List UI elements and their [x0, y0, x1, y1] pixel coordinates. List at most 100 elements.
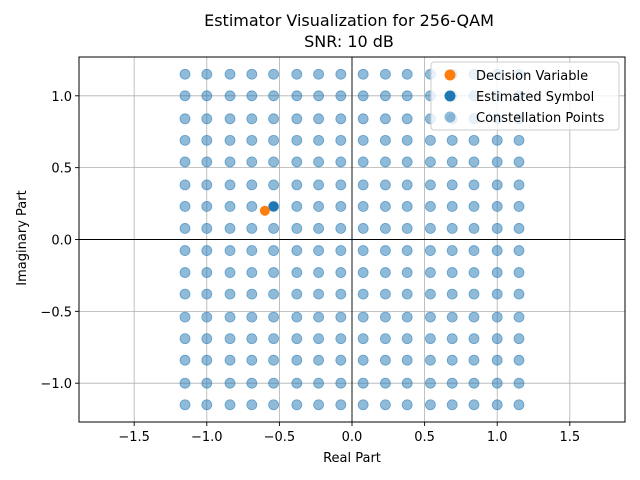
constellation-point	[379, 399, 391, 411]
y-tick-label: −0.5	[40, 305, 72, 320]
legend-box	[430, 61, 620, 131]
constellation-point	[291, 90, 303, 102]
constellation-point	[379, 156, 391, 168]
constellation-point	[401, 68, 413, 80]
constellation-point	[313, 156, 325, 168]
constellation-point	[425, 267, 436, 278]
constellation-point	[379, 223, 391, 234]
constellation-point	[401, 333, 413, 345]
constellation-point	[491, 201, 503, 212]
constellation-point	[491, 179, 503, 191]
y-axis-label: Imaginary Part	[15, 190, 30, 285]
constellation-point	[268, 156, 279, 168]
constellation-point	[468, 399, 480, 411]
constellation-point	[335, 267, 347, 278]
constellation-point	[179, 288, 191, 300]
constellation-point	[401, 223, 413, 234]
constellation-point	[179, 245, 191, 256]
constellation-point	[357, 267, 369, 278]
constellation-point	[379, 311, 391, 323]
x-tick-label: 1.5	[559, 430, 580, 445]
constellation-point	[201, 134, 213, 146]
x-tick-label: −1.5	[118, 430, 150, 445]
constellation-point	[246, 245, 258, 256]
constellation-point	[491, 267, 503, 278]
constellation-point	[401, 90, 413, 102]
constellation-point	[224, 333, 236, 345]
constellation-point	[379, 288, 391, 300]
constellation-point	[179, 201, 191, 212]
chart-subtitle: SNR: 10 dB	[304, 32, 394, 51]
constellation-point	[246, 377, 258, 389]
constellation-point	[201, 288, 213, 300]
constellation-point	[313, 245, 325, 256]
constellation-point	[401, 245, 413, 256]
x-ticks: −1.5 −1.0 −0.5 0.0 0.5 1.0 1.5	[118, 422, 580, 445]
constellation-point	[357, 156, 369, 168]
constellation-point	[268, 68, 279, 80]
constellation-point	[268, 399, 279, 411]
constellation-point	[335, 113, 347, 125]
constellation-point	[313, 333, 325, 345]
chart-title: Estimator Visualization for 256-QAM	[204, 11, 494, 30]
constellation-point	[201, 113, 213, 125]
constellation-point	[513, 223, 525, 234]
constellation-point	[268, 134, 279, 146]
constellation-point	[425, 288, 436, 300]
constellation-point	[201, 333, 213, 345]
constellation-point	[491, 399, 503, 411]
constellation-point	[224, 377, 236, 389]
constellation-point	[425, 245, 436, 256]
constellation-point	[246, 354, 258, 366]
constellation-point	[513, 267, 525, 278]
constellation-point	[268, 354, 279, 366]
constellation-point	[446, 201, 458, 212]
constellation-point	[246, 399, 258, 411]
constellation-point	[357, 113, 369, 125]
constellation-point	[179, 223, 191, 234]
constellation-point	[357, 245, 369, 256]
constellation-point	[291, 399, 303, 411]
constellation-point	[179, 377, 191, 389]
constellation-point	[268, 223, 279, 234]
constellation-point	[291, 156, 303, 168]
constellation-point	[179, 354, 191, 366]
x-tick-label: −1.0	[191, 430, 223, 445]
constellation-point	[491, 134, 503, 146]
constellation-point	[246, 267, 258, 278]
constellation-point	[224, 311, 236, 323]
constellation-point	[357, 354, 369, 366]
x-axis-label: Real Part	[323, 451, 381, 466]
constellation-point	[268, 245, 279, 256]
constellation-point	[313, 68, 325, 80]
constellation-point	[246, 179, 258, 191]
constellation-point	[268, 113, 279, 125]
constellation-point	[179, 134, 191, 146]
constellation-point	[379, 377, 391, 389]
constellation-point	[335, 179, 347, 191]
constellation-point	[335, 311, 347, 323]
constellation-point	[446, 354, 458, 366]
constellation-point	[335, 354, 347, 366]
constellation-point	[335, 134, 347, 146]
constellation-point	[291, 134, 303, 146]
constellation-point	[291, 113, 303, 125]
constellation-point	[425, 223, 436, 234]
constellation-point	[246, 288, 258, 300]
constellation-point	[201, 399, 213, 411]
constellation-point	[291, 267, 303, 278]
constellation-point	[291, 245, 303, 256]
constellation-point	[291, 311, 303, 323]
constellation-point	[201, 68, 213, 80]
constellation-point	[268, 311, 279, 323]
constellation-point	[313, 354, 325, 366]
constellation-point	[246, 90, 258, 102]
x-tick-label: 1.0	[487, 430, 508, 445]
constellation-point	[313, 267, 325, 278]
constellation-point	[179, 68, 191, 80]
constellation-point	[425, 333, 436, 345]
constellation-point	[468, 179, 480, 191]
constellation-point	[224, 223, 236, 234]
constellation-point	[224, 201, 236, 212]
constellation-point	[224, 134, 236, 146]
